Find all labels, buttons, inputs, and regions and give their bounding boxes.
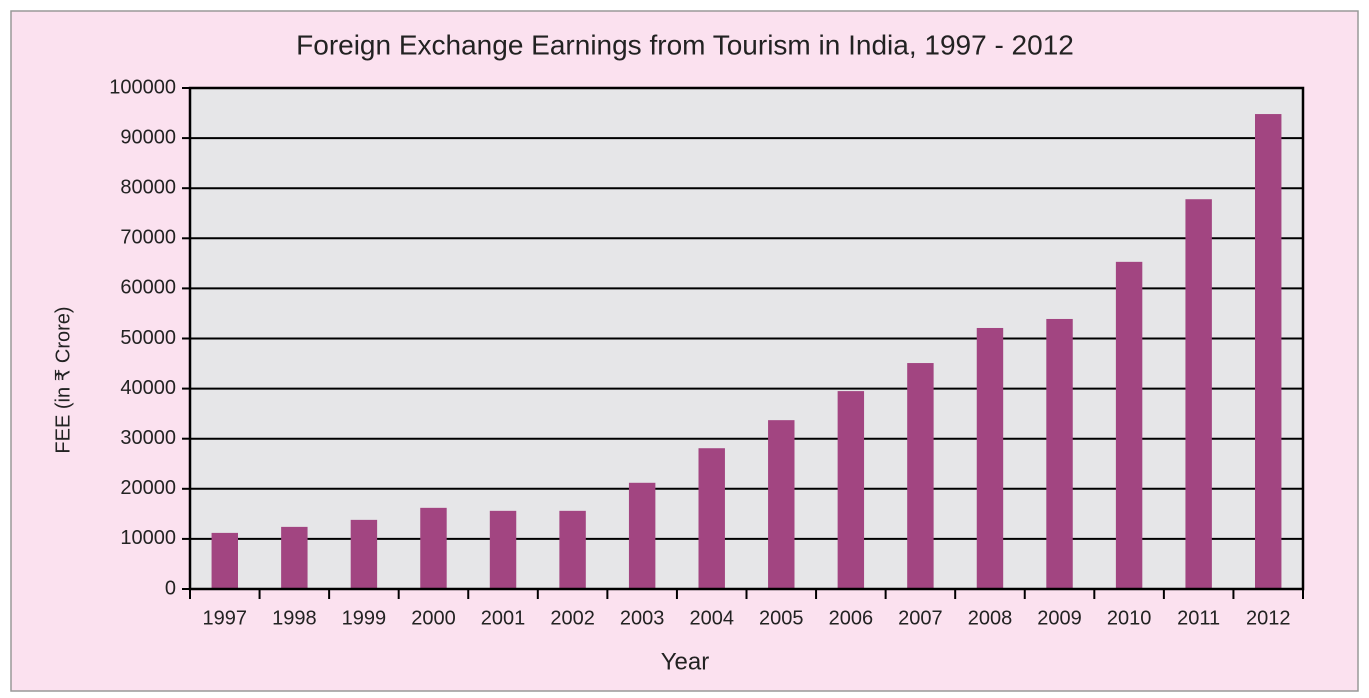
chart-title: Foreign Exchange Earnings from Tourism i… [296,29,1074,60]
y-tick-label: 10000 [120,527,176,549]
y-tick-label: 100000 [109,76,176,98]
x-tick-label: 2010 [1107,607,1152,629]
y-tick-label: 40000 [120,377,176,399]
bar [1255,114,1282,589]
bar [489,510,517,589]
bar [628,482,656,589]
bar [837,391,865,589]
x-tick-label: 1997 [203,607,248,629]
bar [976,327,1004,589]
x-tick-label: 2003 [620,607,665,629]
y-axis-label: FEE (in ₹ Crore) [52,306,74,453]
x-tick-label: 2007 [898,607,943,629]
y-tick-label: 90000 [120,126,176,148]
bar [420,507,447,589]
x-axis-label: Year [661,648,710,675]
x-tick-label: 2006 [829,607,874,629]
y-tick-label: 50000 [120,327,176,349]
bar [350,519,378,589]
x-tick-label: 2002 [550,607,595,629]
bar [1185,199,1212,590]
x-tick-label: 2005 [759,607,804,629]
y-tick-label: 80000 [120,176,176,198]
x-tick-label: 1998 [272,607,317,629]
y-tick-label: 70000 [120,227,176,249]
bar [1046,318,1073,589]
x-tick-label: 2008 [968,607,1013,629]
x-tick-label: 2004 [689,607,734,629]
y-tick-label: 60000 [120,277,176,299]
x-tick-label: 2000 [411,607,456,629]
bar [1115,261,1143,589]
bar [559,510,586,589]
x-tick-label: 1999 [342,607,387,629]
x-tick-label: 2009 [1037,607,1082,629]
plot-frame [188,86,1305,591]
y-tick-label: 0 [165,577,176,599]
bar [698,448,725,589]
bar [281,526,308,589]
x-tick-label: 2001 [481,607,526,629]
y-tick-label: 20000 [120,477,176,499]
x-tick-label: 2011 [1177,607,1220,629]
bar [907,363,934,589]
bar [211,532,238,589]
y-tick-label: 30000 [120,427,176,449]
x-tick-label: 2012 [1246,607,1291,629]
bar [768,420,795,589]
